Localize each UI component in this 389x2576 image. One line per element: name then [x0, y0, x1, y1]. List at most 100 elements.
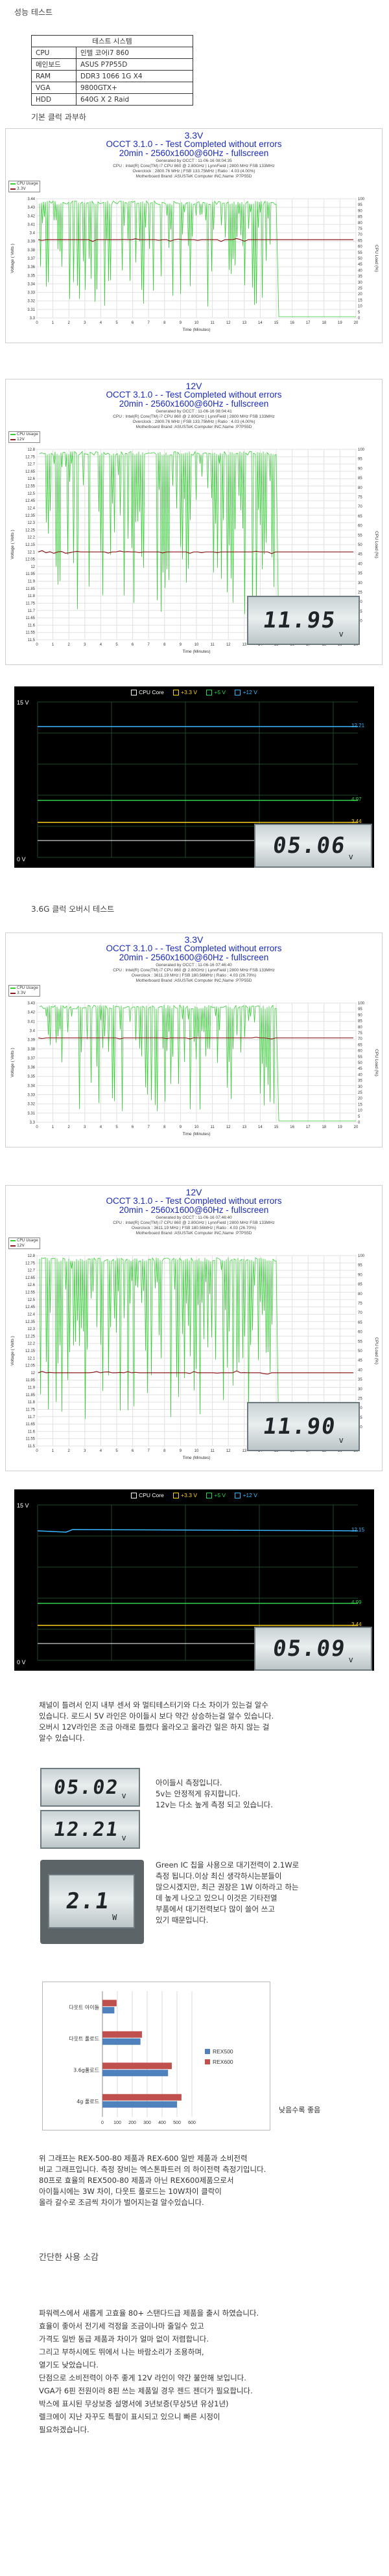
load-tick-label: 75	[358, 496, 362, 500]
occt-info-line: Overclock : 3611.19 MHz | FSB 180.56MHz …	[131, 973, 257, 978]
y-tick-label: 3.4	[30, 1029, 36, 1033]
y-tick-label: 12.1	[27, 1357, 35, 1361]
y-tick-label: 12.3	[27, 1328, 35, 1331]
y-tick-label: 12.5	[27, 1298, 35, 1302]
occt-legend: CPU Usage 12V	[8, 431, 40, 443]
x-axis-title: Time (Minutes)	[182, 650, 210, 654]
occt-legend: CPU Usage 3.3V	[8, 181, 40, 192]
y-tick-label: 3.43	[27, 206, 35, 210]
x-tick-label: 11	[210, 1125, 215, 1129]
load-tick-label: 95	[358, 203, 362, 207]
legend-swatch	[206, 1493, 213, 1499]
y-tick-label: 11.55	[25, 1438, 35, 1441]
y-tick-label: 12.2	[27, 536, 35, 540]
x-tick-label: 14	[258, 1449, 263, 1453]
hw-monitor-graph-oc: CPU Core +3.3 V +5 V +12 V 15 V 0 V 12.1…	[14, 1489, 374, 1671]
idle-measure-note: 아이들시 측정입니다. 5v는 안정적게 유지합니다. 12v는 다소 높게 측…	[156, 1778, 350, 1811]
y-tick-label: 11.5	[28, 638, 36, 642]
monitor-y-max: 15 V	[17, 699, 29, 706]
y-tick-label: 3.33	[27, 1094, 35, 1098]
bar	[102, 2070, 169, 2077]
paragraph-power-comparison: 위 그래프는 REX-500-80 제품과 REX-600 일반 제품과 소비전…	[39, 2153, 363, 2208]
x-tick-label: 13	[242, 643, 246, 647]
monitor-value-3v3: 3.44	[351, 1621, 362, 1627]
multimeter-display-12v: 12.21 v	[40, 1810, 140, 1849]
y-tick-label: 3.38	[27, 1048, 35, 1052]
y-tick-label: 3.43	[27, 1002, 35, 1006]
text-line: 렐크에이 지난 자꾸도 특팔이 표시되고 있으니 빠른 시정이	[39, 2412, 220, 2421]
load-tick-label: 55	[358, 1056, 362, 1059]
text-line: 필요하겠습니다.	[39, 2425, 89, 2434]
y-tick-label: 12.75	[25, 1261, 36, 1265]
x-tick-label: 1	[52, 643, 54, 647]
standby-power-note: Green IC 칩을 사용으로 대기전력이 2.1W로 측정 됩니다.이상 최…	[156, 1860, 370, 1926]
y-tick-label: 3.33	[27, 291, 35, 295]
y-tick-label: 12	[30, 1372, 35, 1375]
occt-info-lines: Generated by OCCT : 11-06-16 07:46:40 CP…	[6, 1215, 382, 1236]
spec-table-title-row: 테스트 시스템	[31, 35, 193, 47]
load-tick-label: 80	[358, 1293, 362, 1296]
x-tick-label: 20	[354, 1449, 359, 1453]
legend-swatch	[10, 438, 16, 440]
x-tick-label: 17	[306, 1449, 311, 1453]
y-tick-label: 3.39	[27, 1039, 35, 1043]
y-tick-label: 12.45	[25, 499, 36, 503]
load-tick-label: 50	[358, 543, 362, 547]
x-tick-label: 15	[274, 321, 279, 325]
load-tick-label: 10	[358, 305, 362, 309]
x-tick-label: 8	[163, 643, 166, 647]
y-tick-label: 12.25	[25, 528, 36, 532]
text-line: 5v는 안정적게 유지합니다.	[156, 1789, 241, 1798]
load-tick-label: 15	[358, 1103, 362, 1107]
y-tick-label: 11.65	[25, 1423, 35, 1427]
table-row: HDD 640G X 2 Raid	[31, 93, 193, 106]
load-tick-label: 40	[358, 562, 362, 566]
x-tick-label: 7	[148, 1125, 150, 1129]
bar	[102, 2007, 115, 2014]
load-tick-label: 30	[358, 1085, 362, 1089]
hw-monitor-graph-stock: CPU Core +3.3 V +5 V +12 V 15 V 0 V 12.2…	[14, 686, 374, 868]
y-tick-label: 12.05	[25, 558, 36, 562]
voltage-series	[38, 1037, 353, 1040]
y-tick-label: 12.6	[27, 477, 35, 481]
legend-label: 12V	[17, 1243, 25, 1248]
x-tick-label: 600	[188, 2121, 196, 2125]
multimeter-display: 05.06 v	[254, 824, 372, 868]
y-tick-label: 11.95	[25, 1379, 35, 1383]
x-tick-label: 400	[158, 2121, 166, 2125]
load-tick-label: 70	[358, 233, 362, 237]
occt-info-line: Overclock : 2800.76 MHz | FSB 133.75MHz …	[132, 169, 255, 174]
load-tick-label: 0	[358, 317, 360, 321]
multimeter-reading: 11.90	[261, 1414, 338, 1440]
y-tick-label: 3.35	[27, 274, 35, 278]
x-tick-label: 20	[354, 321, 359, 325]
text-line: 올라 갈수로 조금씩 차이가 벌어지는걸 알수있습니다.	[39, 2198, 204, 2207]
load-tick-label: 75	[358, 1032, 362, 1035]
text-line: 아이들시 측정입니다.	[156, 1778, 222, 1787]
load-tick-label: 35	[358, 1378, 362, 1382]
x-tick-label: 3	[84, 643, 86, 647]
text-line: 위 그래프는 REX-500-80 제품과 REX-600 일반 제품과 소비전…	[39, 2154, 248, 2163]
load-tick-label: 50	[358, 257, 362, 261]
y-tick-label: 3.42	[27, 1011, 35, 1015]
load-tick-label: 35	[358, 572, 362, 576]
legend-swatch	[10, 188, 16, 190]
load-tick-label: 25	[358, 1397, 362, 1401]
x-tick-label: 8	[163, 1125, 166, 1129]
bar-chart-caption: 낮음수록 좋음	[279, 2106, 321, 2114]
x-tick-label: 16	[290, 321, 294, 325]
y-tick-label: 12.8	[27, 1254, 35, 1258]
occt-status-title: OCCT 3.1.0 - - Test Completed without er…	[106, 943, 282, 953]
legend-item: +5 V	[206, 689, 226, 696]
multimeter-reading: 05.09	[271, 1636, 348, 1662]
multimeter-reading: 05.06	[271, 833, 348, 859]
table-row: CPU 인텔 코어i7 860	[31, 47, 193, 59]
x-tick-label: 6	[132, 321, 134, 325]
y-tick-label: 3.31	[27, 1112, 35, 1116]
y-tick-label: 3.35	[27, 1075, 35, 1079]
occt-chart-3v3-oc: 3.3V OCCT 3.1.0 - - Test Completed witho…	[5, 932, 383, 1147]
x-tick-label: 4	[100, 643, 102, 647]
x-tick-label: 18	[322, 1125, 326, 1129]
section-heading-stock-load: 기본 클럭 과부하	[31, 113, 86, 122]
occt-rail-title: 12V	[185, 381, 202, 391]
